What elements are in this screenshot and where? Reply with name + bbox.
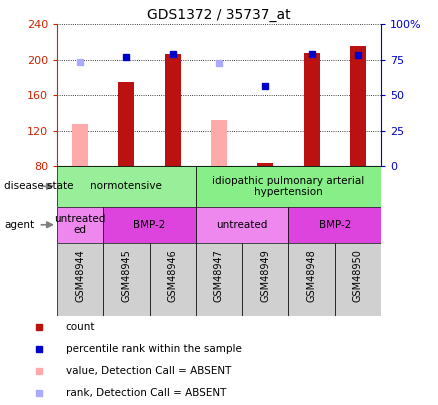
Bar [211, 120, 227, 166]
Text: value, Detection Call = ABSENT: value, Detection Call = ABSENT [66, 366, 231, 376]
Bar [289, 243, 335, 316]
Title: GDS1372 / 35737_at: GDS1372 / 35737_at [147, 8, 291, 22]
Bar [57, 243, 103, 316]
Text: GSM48948: GSM48948 [307, 249, 317, 302]
Bar [257, 162, 273, 166]
Text: untreated
ed: untreated ed [54, 214, 106, 235]
Bar [165, 53, 181, 166]
Text: untreated: untreated [216, 220, 268, 230]
Bar [103, 243, 149, 316]
Text: count: count [66, 322, 95, 332]
Text: percentile rank within the sample: percentile rank within the sample [66, 344, 242, 354]
Bar [304, 53, 320, 166]
Text: GSM48944: GSM48944 [75, 249, 85, 302]
Text: disease state: disease state [4, 181, 74, 191]
Text: GSM48945: GSM48945 [121, 249, 131, 302]
Bar [118, 82, 134, 166]
Text: idiopathic pulmonary arterial
hypertension: idiopathic pulmonary arterial hypertensi… [212, 175, 364, 197]
Bar [57, 207, 103, 243]
Bar [350, 47, 366, 166]
Text: normotensive: normotensive [91, 181, 162, 191]
Text: BMP-2: BMP-2 [318, 220, 351, 230]
Text: GSM48946: GSM48946 [168, 249, 178, 302]
Bar [57, 166, 196, 207]
Bar [242, 243, 289, 316]
Text: BMP-2: BMP-2 [133, 220, 166, 230]
Text: GSM48950: GSM48950 [353, 249, 363, 302]
Bar [289, 207, 381, 243]
Bar [196, 243, 242, 316]
Bar [149, 243, 196, 316]
Bar [196, 166, 381, 207]
Text: agent: agent [4, 220, 35, 230]
Bar [72, 124, 88, 166]
Bar [335, 243, 381, 316]
Text: GSM48947: GSM48947 [214, 249, 224, 302]
Bar [196, 207, 289, 243]
Text: GSM48949: GSM48949 [260, 249, 270, 302]
Bar [103, 207, 196, 243]
Text: rank, Detection Call = ABSENT: rank, Detection Call = ABSENT [66, 388, 226, 399]
